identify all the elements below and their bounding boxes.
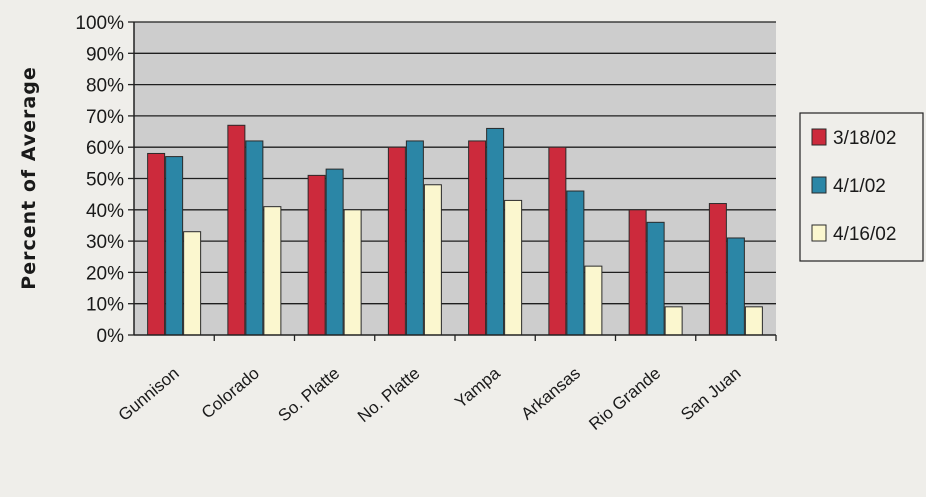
legend-swatch bbox=[811, 176, 827, 194]
bar bbox=[183, 231, 202, 336]
bar bbox=[405, 140, 424, 336]
bar bbox=[165, 156, 184, 336]
bar bbox=[566, 190, 585, 336]
y-tick-label: 80% bbox=[86, 76, 124, 97]
bar bbox=[628, 209, 647, 336]
category-label: Rio Grande bbox=[585, 364, 664, 434]
y-tick-label: 50% bbox=[86, 170, 124, 191]
legend-swatch bbox=[811, 128, 827, 146]
y-axis-label: Percent of Average bbox=[18, 66, 40, 289]
y-tick-label: 10% bbox=[86, 295, 124, 316]
category-label: Arkansas bbox=[517, 364, 584, 424]
bar bbox=[744, 306, 763, 336]
legend-label: 4/1/02 bbox=[833, 176, 886, 197]
bar bbox=[708, 203, 727, 336]
bar bbox=[548, 146, 567, 336]
bar bbox=[423, 184, 442, 336]
bar bbox=[504, 199, 523, 336]
bar bbox=[486, 127, 505, 336]
bar bbox=[245, 140, 264, 336]
category-label: San Juan bbox=[677, 364, 744, 425]
bar bbox=[387, 146, 406, 336]
bar bbox=[664, 306, 683, 336]
bar bbox=[584, 265, 603, 336]
y-tick-label: 30% bbox=[86, 232, 124, 253]
category-label: No. Platte bbox=[354, 364, 423, 427]
legend: 3/18/02 4/1/02 4/16/02 bbox=[799, 112, 924, 262]
y-tick-label: 100% bbox=[75, 13, 124, 34]
y-tick-label: 90% bbox=[86, 44, 124, 65]
y-tick-label: 70% bbox=[86, 107, 124, 128]
y-tick-label: 0% bbox=[97, 326, 125, 347]
x-tick-labels: Gunnison Colorado So. Platte No. Platte Yamp… bbox=[115, 335, 777, 434]
bar bbox=[325, 168, 344, 336]
bar bbox=[726, 237, 745, 336]
category-label: Yampa bbox=[451, 363, 504, 412]
bar bbox=[227, 124, 246, 336]
bar bbox=[307, 174, 326, 336]
legend-label: 4/16/02 bbox=[833, 224, 896, 245]
bar bbox=[343, 209, 362, 336]
legend-label: 3/18/02 bbox=[833, 128, 896, 149]
legend-swatch bbox=[811, 224, 827, 242]
y-tick-label: 60% bbox=[86, 138, 124, 159]
bar bbox=[468, 140, 487, 336]
category-label: Colorado bbox=[198, 364, 263, 423]
bar bbox=[646, 221, 665, 336]
category-label: So. Platte bbox=[275, 364, 344, 426]
bars bbox=[147, 124, 763, 336]
bar bbox=[147, 152, 166, 336]
category-label: Gunnison bbox=[115, 364, 183, 425]
bar bbox=[263, 206, 282, 336]
y-tick-label: 40% bbox=[86, 201, 124, 222]
y-tick-label: 20% bbox=[86, 263, 124, 284]
y-tick-labels: 0% 10% 20% 30% 40% 50% 60% 70% 80% 90% 100% bbox=[75, 13, 134, 347]
